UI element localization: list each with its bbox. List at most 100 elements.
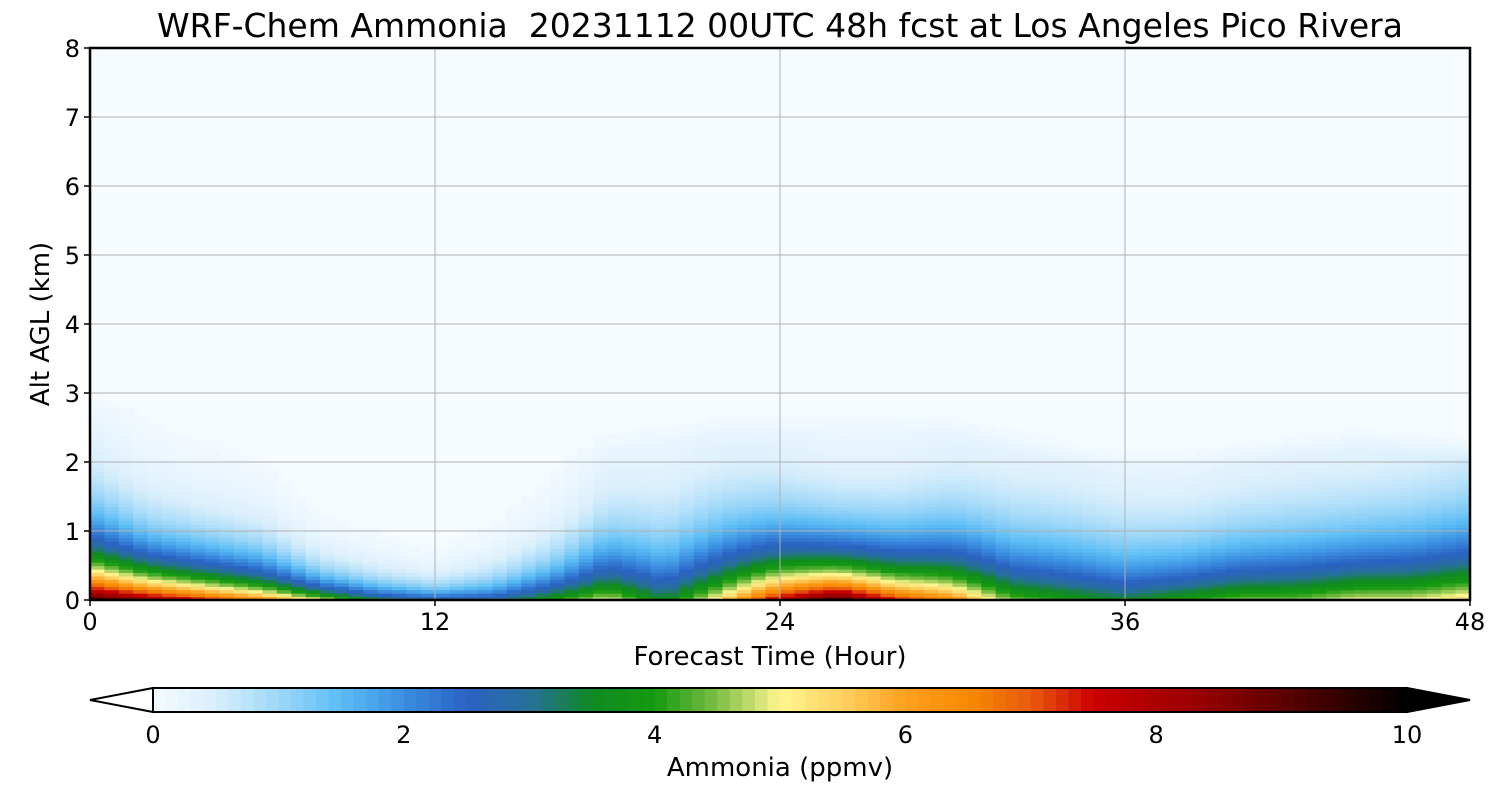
heatmap-cell [1412, 541, 1428, 546]
heatmap-cell [808, 475, 824, 480]
heatmap-cell [866, 531, 882, 536]
heatmap-cell [406, 558, 422, 563]
heatmap-cell [1010, 472, 1025, 477]
heatmap-cell [1168, 582, 1184, 587]
heatmap-cell [1383, 551, 1399, 556]
heatmap-cell [593, 548, 609, 553]
heatmap-cell [1398, 582, 1414, 587]
heatmap-cell [880, 551, 896, 556]
heatmap-cell [1168, 534, 1184, 539]
heatmap-cell [1369, 531, 1385, 536]
heatmap-cell [118, 506, 134, 511]
heatmap-cell [780, 551, 795, 556]
heatmap-cell [808, 562, 824, 567]
heatmap-cell [190, 589, 206, 594]
heatmap-cell [995, 458, 1011, 463]
heatmap-cell [1240, 582, 1255, 587]
heatmap-cell [1455, 479, 1471, 484]
heatmap-cell [1081, 537, 1097, 542]
heatmap-cell [995, 506, 1011, 511]
heatmap-cell [1211, 468, 1227, 473]
heatmap-cell [966, 455, 982, 460]
heatmap-cell [176, 575, 192, 580]
heatmap-cell [1081, 496, 1097, 501]
heatmap-cell [1067, 548, 1083, 553]
heatmap-cell [1369, 589, 1385, 594]
heatmap-cell [895, 582, 910, 587]
heatmap-cell [305, 517, 321, 522]
heatmap-cell [1024, 489, 1040, 494]
heatmap-cell [320, 579, 335, 584]
heatmap-cell [650, 596, 666, 601]
heatmap-cell [564, 489, 580, 494]
heatmap-cell [823, 562, 839, 567]
heatmap-cell [722, 424, 738, 429]
colorbar-segment [240, 688, 254, 712]
heatmap-cell [1254, 458, 1270, 463]
heatmap-cell [1268, 482, 1284, 487]
heatmap-cell [593, 589, 609, 594]
heatmap-cell [133, 479, 149, 484]
heatmap-cell [679, 503, 695, 508]
heatmap-cell [1441, 503, 1457, 508]
heatmap-cell [506, 524, 522, 529]
heatmap-cell [1369, 534, 1385, 539]
heatmap-cell [1038, 537, 1054, 542]
heatmap-cell [1240, 517, 1255, 522]
heatmap-cell [650, 537, 666, 542]
colorbar-segment [328, 688, 342, 712]
heatmap-cell [1211, 455, 1227, 460]
heatmap-cell [248, 475, 264, 480]
heatmap-cell [1297, 506, 1313, 511]
heatmap-cell [1455, 531, 1471, 536]
heatmap-cell [621, 562, 637, 567]
heatmap-cell [909, 506, 925, 511]
heatmap-cell [1340, 531, 1356, 536]
heatmap-cell [1326, 448, 1342, 453]
heatmap-cell [1398, 506, 1414, 511]
heatmap-cell [1125, 451, 1140, 456]
heatmap-cell [880, 479, 896, 484]
heatmap-cell [607, 534, 623, 539]
heatmap-cell [449, 596, 465, 601]
heatmap-cell [679, 575, 695, 580]
heatmap-cell [1153, 579, 1169, 584]
heatmap-cell [1081, 531, 1097, 536]
heatmap-cell [550, 548, 565, 553]
heatmap-cell [765, 489, 781, 494]
heatmap-cell [751, 572, 767, 577]
heatmap-cell [506, 579, 522, 584]
heatmap-cell [1010, 572, 1025, 577]
heatmap-cell [133, 596, 149, 601]
heatmap-cell [1110, 479, 1126, 484]
heatmap-cell [161, 527, 177, 532]
heatmap-cell [1067, 472, 1083, 477]
heatmap-cell [851, 458, 867, 463]
heatmap-cell [1010, 451, 1025, 456]
heatmap-cell [1038, 451, 1054, 456]
heatmap-cell [492, 524, 508, 529]
heatmap-cell [736, 486, 752, 491]
heatmap-cell [794, 489, 810, 494]
heatmap-cell [722, 527, 738, 532]
heatmap-cell [248, 586, 264, 591]
heatmap-cell [693, 486, 709, 491]
heatmap-cell [607, 565, 623, 570]
heatmap-cell [1455, 541, 1471, 546]
heatmap-cell [521, 562, 537, 567]
heatmap-cell [995, 455, 1011, 460]
heatmap-cell [1053, 458, 1069, 463]
heatmap-cell [1182, 524, 1198, 529]
heatmap-cell [665, 479, 680, 484]
heatmap-cell [1383, 472, 1399, 477]
heatmap-cell [1110, 458, 1126, 463]
heatmap-cell [895, 513, 910, 518]
heatmap-cell [1369, 579, 1385, 584]
heatmap-cell [104, 565, 120, 570]
heatmap-cell [1297, 462, 1313, 466]
heatmap-cell [1297, 531, 1313, 536]
heatmap-cell [1211, 486, 1227, 491]
heatmap-cell [1211, 586, 1227, 591]
heatmap-cell [205, 486, 220, 491]
heatmap-cell [1024, 517, 1040, 522]
